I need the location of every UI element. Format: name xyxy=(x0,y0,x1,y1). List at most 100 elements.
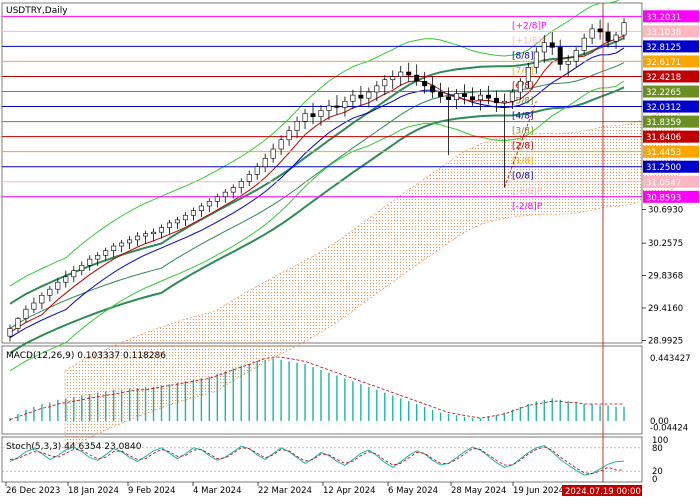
murrey-price-text-12: 30.8593 xyxy=(646,193,681,203)
murrey-price-text-8: 31.6406 xyxy=(646,133,681,143)
candles xyxy=(7,18,627,342)
murrey-price-box-7 xyxy=(643,115,699,128)
murrey-price-text-0: 33.2031 xyxy=(646,13,681,23)
candle-body-28 xyxy=(230,187,236,193)
price-tick-label-0: 30.6930 xyxy=(648,206,683,216)
dashed-projections xyxy=(504,101,537,188)
candle-body-39 xyxy=(318,110,324,117)
candle-body-22 xyxy=(182,214,188,221)
candle-body-76 xyxy=(613,34,619,42)
candle-body-61 xyxy=(493,97,499,104)
candle-body-70 xyxy=(565,60,571,65)
candle-body-13 xyxy=(111,245,117,251)
murrey-label-3: [7/8] xyxy=(512,66,534,76)
band-lower xyxy=(9,86,625,354)
macd-signal-line xyxy=(9,356,624,420)
candle-body-65 xyxy=(525,67,531,82)
murrey-price-text-2: 32.8125 xyxy=(646,43,681,53)
candle-body-6 xyxy=(55,281,61,290)
candle-body-50 xyxy=(406,71,412,76)
murrey-price-box-0 xyxy=(643,10,699,23)
candle-body-4 xyxy=(39,295,45,304)
candle-body-41 xyxy=(334,105,340,108)
candle-body-62 xyxy=(501,100,507,104)
macd-tick-label-2: -0.04424 xyxy=(650,423,688,433)
murrey-price-box-4 xyxy=(643,70,699,83)
candle-body-60 xyxy=(485,94,491,99)
candle-body-33 xyxy=(270,148,276,159)
candle-body-12 xyxy=(103,250,109,256)
candle-body-21 xyxy=(174,219,180,224)
candle-body-5 xyxy=(47,288,53,296)
price-tick-label-3: 29.4160 xyxy=(648,304,683,314)
stoch-main-line xyxy=(9,444,625,476)
candle-body-69 xyxy=(557,47,563,65)
candle-body-10 xyxy=(87,258,93,266)
stoch-tick-label-0: 100 xyxy=(652,436,668,446)
candle-body-45 xyxy=(366,91,372,99)
candle-body-71 xyxy=(573,50,579,62)
candle-body-40 xyxy=(326,105,332,111)
murrey-levels: [+2/8]P 33.2031 [+1/8]P 33.1038 [8/8] 32.8125… xyxy=(2,10,699,212)
murrey-label-11: [-1/8]P xyxy=(512,187,543,197)
candle-body-36 xyxy=(294,120,300,131)
projection-line xyxy=(504,101,537,188)
candle-body-77 xyxy=(621,22,627,36)
candle-body-9 xyxy=(79,264,85,271)
time-cursor-label: 2024.07.19 00:00 xyxy=(565,487,641,497)
candle-body-59 xyxy=(477,94,483,101)
murrey-label-5: [5/8] xyxy=(512,97,534,107)
murrey-price-box-1 xyxy=(643,25,699,38)
price-tick-label-2: 29.8368 xyxy=(648,272,683,282)
candle-body-67 xyxy=(541,42,547,53)
murrey-price-text-3: 32.6171 xyxy=(646,58,681,68)
time-tick-label-7: 28 May 2024 xyxy=(451,486,506,496)
candle-body-37 xyxy=(302,113,308,122)
time-tick-label-2: 9 Feb 2024 xyxy=(128,486,176,496)
candle-body-42 xyxy=(342,100,348,108)
candle-body-19 xyxy=(159,227,164,233)
candle-body-44 xyxy=(358,94,364,99)
candle-body-64 xyxy=(517,80,523,93)
macd-tick-label-0: 0.443427 xyxy=(650,354,691,364)
murrey-label-2: [8/8] xyxy=(512,51,534,61)
murrey-price-text-4: 32.4218 xyxy=(646,73,681,83)
murrey-price-box-9 xyxy=(643,145,699,158)
stoch-tick-label-1: 80 xyxy=(652,444,663,454)
candle-body-68 xyxy=(549,42,555,48)
candle-body-38 xyxy=(310,113,316,117)
candle-body-58 xyxy=(470,96,475,101)
candle-body-8 xyxy=(71,270,77,278)
candle-body-46 xyxy=(374,85,380,93)
candle-body-15 xyxy=(127,239,133,244)
candle-body-1 xyxy=(15,318,21,329)
murrey-price-text-9: 31.4453 xyxy=(646,148,681,158)
candle-body-51 xyxy=(414,74,420,82)
murrey-label-8: [2/8] xyxy=(512,142,534,152)
candle-body-26 xyxy=(214,196,220,202)
macd-label: MACD(12,26,9) 0.103337 0.118286 xyxy=(6,351,166,361)
candle-body-66 xyxy=(533,51,539,68)
macd-pane-frame xyxy=(1,345,643,435)
candle-body-72 xyxy=(581,37,587,51)
candle-body-48 xyxy=(390,76,396,81)
candle-body-14 xyxy=(119,242,125,247)
macd-tick-label-1: 0.00 xyxy=(650,417,669,427)
time-tick-label-0: 26 Dec 2023 xyxy=(6,486,60,496)
murrey-price-text-10: 31.2500 xyxy=(646,163,681,173)
candle-body-3 xyxy=(31,302,37,310)
stoch-tick-label-2: 20 xyxy=(652,467,663,477)
candle-body-29 xyxy=(238,181,244,188)
murrey-price-box-11 xyxy=(643,175,699,188)
candle-body-74 xyxy=(597,28,603,33)
time-axis: 26 Dec 2023 18 Jan 2024 9 Feb 2024 4 Mar 20… xyxy=(5,482,642,497)
candle-body-16 xyxy=(135,235,141,241)
murrey-price-text-11: 31.0547 xyxy=(646,178,681,188)
murrey-price-box-6 xyxy=(643,100,699,113)
time-cursor-box xyxy=(562,485,642,496)
time-tick-label-1: 18 Jan 2024 xyxy=(68,486,119,496)
candle-body-25 xyxy=(206,201,212,207)
